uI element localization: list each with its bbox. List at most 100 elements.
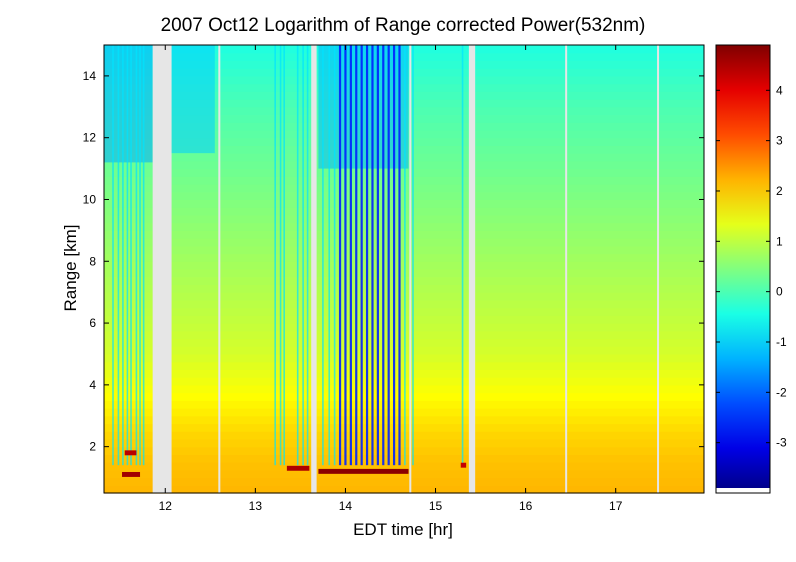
heatmap-band <box>104 323 704 332</box>
heatmap-band <box>104 207 704 216</box>
cloud-layers <box>122 450 467 477</box>
heatmap-band <box>104 245 704 255</box>
cloud-streak <box>355 45 358 466</box>
heatmap-band <box>104 392 704 401</box>
heatmap-band <box>104 299 704 309</box>
cloud-streak <box>126 45 129 466</box>
colorbar: -3 -2 -1 0 1 2 3 4 <box>715 44 787 494</box>
chart-title: 2007 Oct12 Logarithm of Range corrected … <box>161 15 646 36</box>
y-axis-ticks: 2 4 6 8 10 12 14 <box>83 69 704 454</box>
x-tick-label: 15 <box>429 499 443 513</box>
heatmap-band <box>104 222 704 231</box>
cloud-streak <box>322 45 324 466</box>
heatmap-band <box>104 485 704 494</box>
heatmap-band <box>104 292 704 301</box>
thin-data-gap <box>218 45 221 493</box>
cloud-streak <box>365 45 369 466</box>
colorbar-tick-label: -3 <box>776 436 787 450</box>
heatmap-band <box>104 330 704 340</box>
heatmap-band <box>104 214 704 224</box>
cloud-streak <box>122 45 124 466</box>
colorbar-ticks: -3 -2 -1 0 1 2 3 4 <box>716 83 787 450</box>
thin-data-gap <box>565 45 568 493</box>
heatmap-band <box>104 168 704 177</box>
cloud-streak <box>130 45 132 466</box>
heatmap-band <box>104 369 704 378</box>
cloud-streak <box>344 45 347 466</box>
cloud-streak <box>461 45 464 466</box>
heatmap-band <box>104 199 704 208</box>
x-tick-label: 14 <box>339 499 353 513</box>
heatmap-band <box>104 253 704 262</box>
heatmap-band <box>104 238 704 247</box>
y-tick-label: 2 <box>89 440 96 454</box>
x-axis-label: EDT time [hr] <box>353 520 453 539</box>
cloud-streak <box>360 45 363 466</box>
colorbar-tick-label: 0 <box>776 285 783 299</box>
heatmap-band <box>104 361 704 371</box>
cloud-streak <box>117 45 120 466</box>
cloud-streak <box>283 45 285 466</box>
gaps-layer <box>152 45 660 493</box>
heatmap-band <box>104 269 704 278</box>
heatmap-band <box>104 307 704 316</box>
heatmap-band <box>104 477 704 486</box>
cloud-base-layer <box>460 462 467 468</box>
cloud-streak <box>382 45 385 466</box>
colorbar-tick-label: 1 <box>776 234 783 248</box>
heatmap-band <box>104 184 704 193</box>
heatmap-band <box>104 377 704 386</box>
cloud-streak <box>306 45 309 466</box>
colorbar-gradient <box>716 45 770 493</box>
heatmap-band <box>104 261 704 270</box>
plot-area: 12 13 14 15 16 17 2 4 6 8 10 12 14 <box>83 44 705 513</box>
cloud-streak <box>333 45 336 466</box>
cloud-base-layer <box>124 450 137 456</box>
y-tick-label: 12 <box>83 131 97 145</box>
heatmap-band <box>104 176 704 185</box>
cloud-streak <box>328 45 331 466</box>
heatmap-band <box>104 462 704 471</box>
heatmap-band <box>104 384 704 394</box>
heatmap-band <box>104 415 704 425</box>
cloud-streak <box>279 45 282 466</box>
y-tick-label: 8 <box>89 254 96 268</box>
colorbar-tick-label: 3 <box>776 134 783 148</box>
x-tick-label: 16 <box>519 499 533 513</box>
colorbar-tick-label: 4 <box>776 83 783 97</box>
heatmap-band <box>104 446 704 455</box>
high-altitude-noise <box>171 45 215 154</box>
heatmap-band <box>104 408 704 417</box>
x-tick-label: 17 <box>609 499 623 513</box>
missing-data-gap <box>468 45 476 493</box>
heatmap-band <box>104 400 704 409</box>
plot-frame <box>103 44 705 494</box>
y-tick-label: 14 <box>83 69 97 83</box>
cloud-streak <box>135 45 138 466</box>
cloud-streak <box>349 45 352 466</box>
colorbar-empty-strip <box>716 488 770 493</box>
cloud-streak <box>112 45 114 466</box>
heatmap-band <box>104 431 704 440</box>
y-tick-label: 10 <box>83 192 97 206</box>
heatmap-band <box>104 284 704 293</box>
cloud-streak <box>412 45 414 466</box>
cloud-streak <box>302 45 304 466</box>
cloud-base-layer <box>286 465 310 471</box>
heatmap-band <box>104 469 704 479</box>
heatmap-band <box>104 438 704 448</box>
cloud-streak <box>376 45 379 466</box>
cloud-streak <box>387 45 390 466</box>
thin-data-gap <box>657 45 660 493</box>
cloud-base-layer <box>122 471 141 477</box>
heatmap-band <box>104 315 704 324</box>
missing-data-gap <box>152 45 172 493</box>
cloud-streak <box>274 45 276 466</box>
heatmap-band <box>104 454 704 463</box>
heatmap-band <box>104 230 704 239</box>
cloud-streak <box>398 45 401 466</box>
x-axis-ticks: 12 13 14 15 16 17 <box>159 45 623 513</box>
cloud-streak <box>371 45 374 466</box>
